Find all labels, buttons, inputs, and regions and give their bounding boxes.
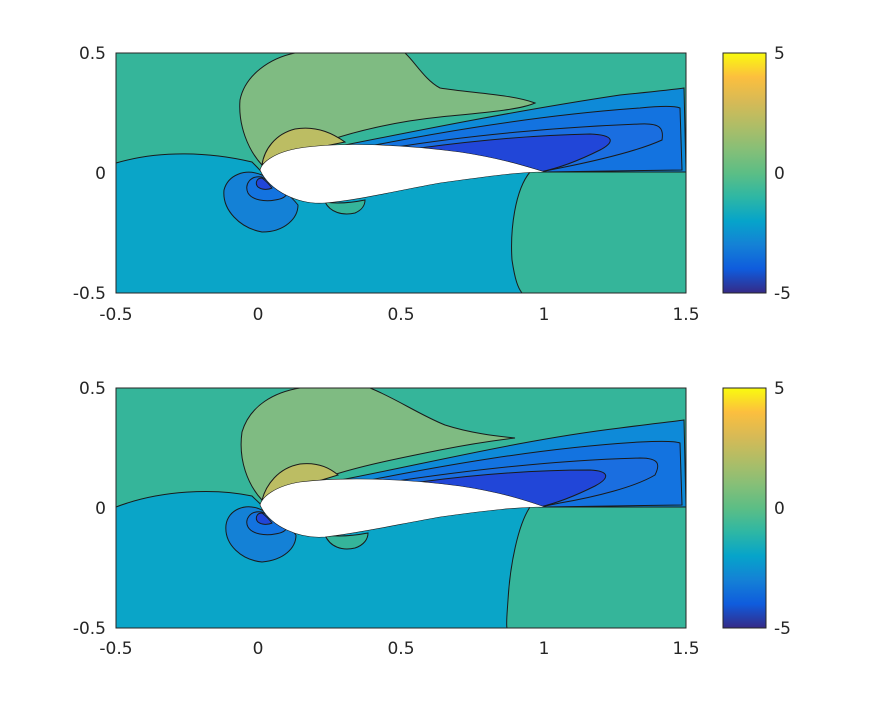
top-x-axis: -0.5 0 0.5 1 1.5 — [99, 305, 699, 325]
bottom-xtick-label-2: 0.5 — [387, 639, 414, 659]
top-xtick-label-1: 0 — [253, 305, 264, 325]
bottom-region-positive-lower — [324, 532, 369, 550]
top-xtick-label-0: -0.5 — [99, 305, 132, 325]
bottom-colorbar-tick-mid: 0 — [774, 499, 785, 519]
top-region-positive-lower — [324, 199, 366, 215]
bottom-ytick-label-0: 0.5 — [79, 379, 106, 399]
bottom-ytick-label-2: -0.5 — [73, 619, 106, 639]
bottom-xtick-label-3: 1 — [539, 639, 550, 659]
top-xtick-label-3: 1 — [539, 305, 550, 325]
top-region-le-inner — [255, 177, 273, 190]
top-panel: 0.5 0 -0.5 -0.5 0 0.5 1 1.5 5 0 -5 — [73, 44, 791, 325]
top-airfoil — [259, 144, 546, 204]
bottom-x-axis: -0.5 0 0.5 1 1.5 — [99, 639, 699, 659]
top-colorbar: 5 0 -5 — [722, 44, 791, 304]
bottom-colorbar-tick-max: 5 — [774, 379, 785, 399]
top-plot-frame — [115, 52, 687, 294]
bottom-y-axis: 0.5 0 -0.5 — [73, 379, 106, 639]
bottom-colorbar-tick-min: -5 — [774, 619, 791, 639]
top-xtick-label-4: 1.5 — [672, 305, 699, 325]
top-colorbar-tick-mid: 0 — [774, 164, 785, 184]
top-ytick-label-1: 0 — [95, 164, 106, 184]
bottom-airfoil — [259, 478, 546, 538]
top-colorbar-gradient — [722, 52, 767, 294]
bottom-plot-frame — [115, 387, 687, 629]
top-colorbar-tick-min: -5 — [774, 284, 791, 304]
bottom-colorbar-gradient — [722, 387, 767, 629]
bottom-contour-plot — [115, 387, 687, 629]
top-xtick-label-2: 0.5 — [387, 305, 414, 325]
top-contour-plot — [115, 52, 687, 294]
bottom-ytick-label-1: 0 — [95, 499, 106, 519]
top-y-axis: 0.5 0 -0.5 — [73, 44, 106, 304]
bottom-xtick-label-1: 0 — [253, 639, 264, 659]
bottom-region-le-inner — [255, 512, 273, 525]
top-ytick-label-2: -0.5 — [73, 284, 106, 304]
top-colorbar-tick-max: 5 — [774, 44, 785, 64]
top-ytick-label-0: 0.5 — [79, 44, 106, 64]
bottom-colorbar: 5 0 -5 — [722, 379, 791, 639]
bottom-panel: 0.5 0 -0.5 -0.5 0 0.5 1 1.5 5 0 -5 — [73, 379, 791, 659]
bottom-xtick-label-4: 1.5 — [672, 639, 699, 659]
bottom-xtick-label-0: -0.5 — [99, 639, 132, 659]
